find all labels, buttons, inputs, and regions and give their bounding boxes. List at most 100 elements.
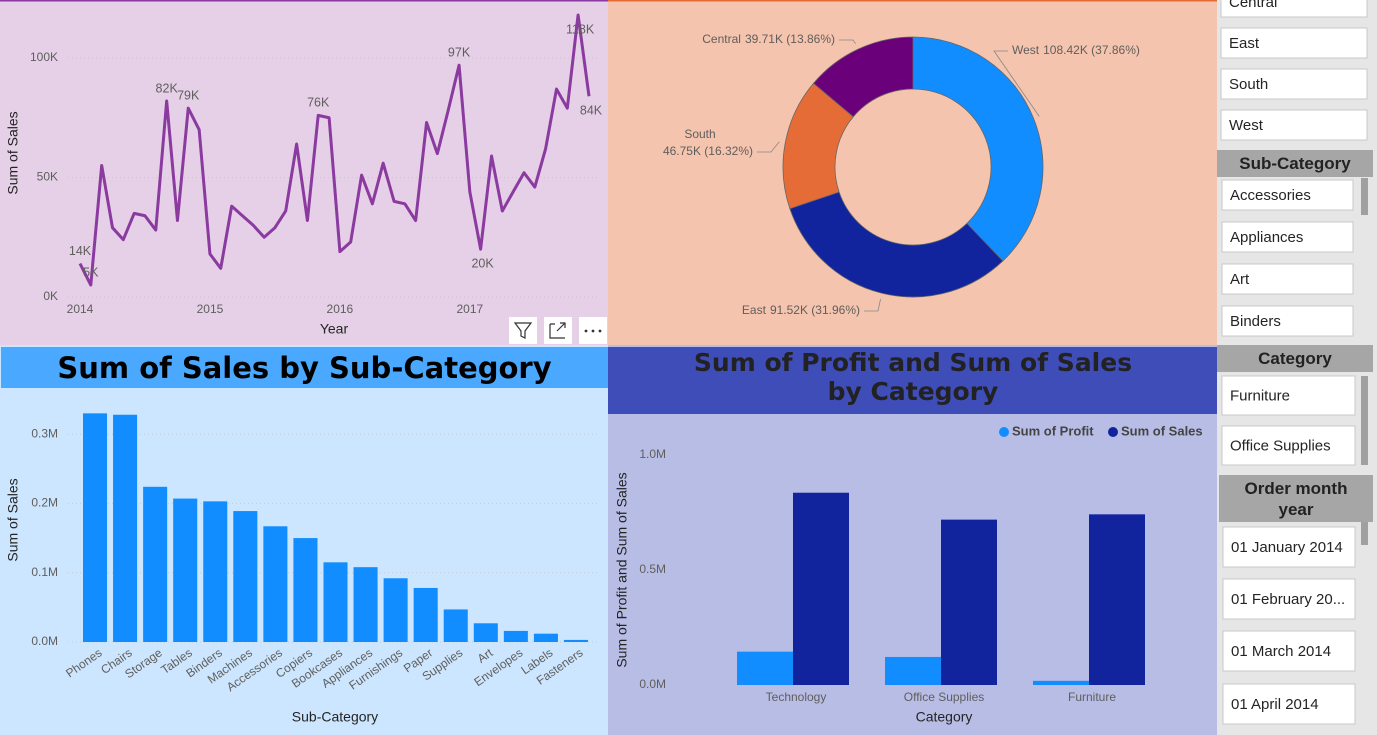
x-axis-title: Category [916, 709, 973, 725]
slicer-item-label: Art [1230, 271, 1250, 288]
slicer-item[interactable] [1221, 425, 1356, 466]
bar [885, 656, 941, 685]
slicer-item[interactable] [1222, 526, 1356, 568]
bar [941, 519, 997, 685]
bar [293, 538, 318, 642]
slicer-item[interactable] [1221, 375, 1356, 416]
slicer-item[interactable] [1220, 27, 1368, 59]
x-tick-label: 2014 [67, 302, 94, 316]
chart-title: Sum of Profit and Sum of Sales by Catego… [693, 348, 1133, 406]
scroll-thumb [1361, 178, 1368, 215]
data-label: 79K [177, 88, 200, 102]
y-axis-title: Sum of Sales [5, 478, 21, 561]
focus-icon [549, 322, 566, 339]
donut-slice [912, 36, 1044, 262]
slicer-item[interactable] [1220, 109, 1368, 141]
y-axis-title: Sum of Profit and Sum of Sales [614, 472, 630, 667]
slicer-item[interactable] [1221, 263, 1354, 295]
bar [533, 633, 558, 642]
bar [443, 609, 468, 642]
title-band [1, 347, 608, 388]
data-label: 118K [566, 22, 595, 36]
bar [353, 567, 378, 642]
bar [113, 414, 138, 642]
slicer-header: Order month year [1244, 478, 1348, 519]
bar [383, 578, 408, 642]
filter-button[interactable] [509, 317, 537, 344]
chart-title: Sum of Sales by Sub-Category [57, 350, 552, 385]
slicer-item-label: 01 April 2014 [1231, 696, 1319, 713]
bar [1033, 680, 1089, 685]
y-tick-label: 0.0M [31, 634, 58, 648]
bar [1089, 514, 1145, 685]
y-tick-label: 0K [43, 289, 58, 303]
y-tick-label: 1.0M [639, 447, 666, 461]
slicer-item[interactable] [1221, 305, 1354, 337]
slicer-item[interactable] [1221, 179, 1354, 211]
slicer-header-bg [1217, 150, 1373, 177]
panel-border [0, 0, 608, 2]
slice-category: West [1012, 43, 1040, 57]
slicer-item[interactable] [1222, 683, 1356, 725]
x-axis-title: Year [320, 321, 349, 337]
sales-line [78, 13, 591, 287]
slicer-header: Category [1258, 349, 1332, 368]
y-tick-label: 0.3M [31, 426, 58, 440]
leader-line [757, 141, 780, 153]
leader-line [864, 298, 881, 312]
data-label: 82K [156, 81, 179, 95]
slicer-item-label: 01 March 2014 [1231, 643, 1331, 660]
y-tick-label: 0.2M [31, 496, 58, 510]
donut-slice [812, 36, 914, 118]
leader-line [993, 50, 1040, 117]
slicer-item[interactable] [1222, 630, 1356, 672]
bar [737, 651, 793, 685]
slice-value: 108.42K (37.86%) [1043, 43, 1140, 57]
slice-category: East [742, 303, 767, 317]
slice-category: Central [702, 32, 741, 46]
slicer-item-label: Central [1229, 0, 1277, 11]
slice-category: South [684, 127, 715, 141]
bar [143, 486, 168, 642]
x-tick-label: Office Supplies [904, 690, 985, 704]
slice-label: Central 39.71K (13.86%) [702, 32, 835, 46]
y-tick-label: 0.0M [639, 677, 666, 691]
bar [203, 501, 228, 642]
bar [323, 562, 348, 642]
data-label: 84K [580, 104, 603, 118]
bar [563, 639, 588, 642]
legend-label: Sum of Sales [1121, 423, 1203, 438]
visual-header [509, 317, 607, 344]
slicer-item[interactable] [1222, 578, 1356, 620]
data-label: 14K [69, 244, 92, 258]
y-axis-title: Sum of Sales [5, 111, 21, 194]
x-tick-label: Furniture [1068, 690, 1116, 704]
x-tick-label: 2015 [197, 302, 224, 316]
slicer-item-label: East [1229, 35, 1260, 52]
slicer-item[interactable] [1221, 221, 1354, 253]
scroll-thumb [1361, 522, 1368, 545]
y-tick-label: 0.1M [31, 565, 58, 579]
legend-swatch [1108, 427, 1118, 437]
data-label: 20K [471, 256, 494, 270]
legend-label: Sum of Profit [1012, 423, 1094, 438]
line-panel [0, 0, 608, 345]
slice-label: West 108.42K (37.86%) [1012, 43, 1140, 57]
panel-border [608, 0, 1217, 2]
slicer-header: Sub-Category [1239, 154, 1351, 173]
slicer-header-bg [1217, 345, 1373, 372]
x-tick-label: Technology [766, 690, 827, 704]
bar [173, 498, 198, 642]
slicer-item[interactable] [1220, 68, 1368, 100]
leader-line [839, 39, 856, 44]
slice-label: East 91.52K (31.96%) [742, 303, 860, 317]
title-band [608, 347, 1217, 414]
bar [503, 630, 528, 642]
bar [793, 492, 849, 685]
slicer-item[interactable] [1220, 0, 1368, 18]
donut-slice [789, 191, 1004, 298]
dot [584, 329, 588, 333]
slicer-item-label: Appliances [1230, 229, 1303, 246]
